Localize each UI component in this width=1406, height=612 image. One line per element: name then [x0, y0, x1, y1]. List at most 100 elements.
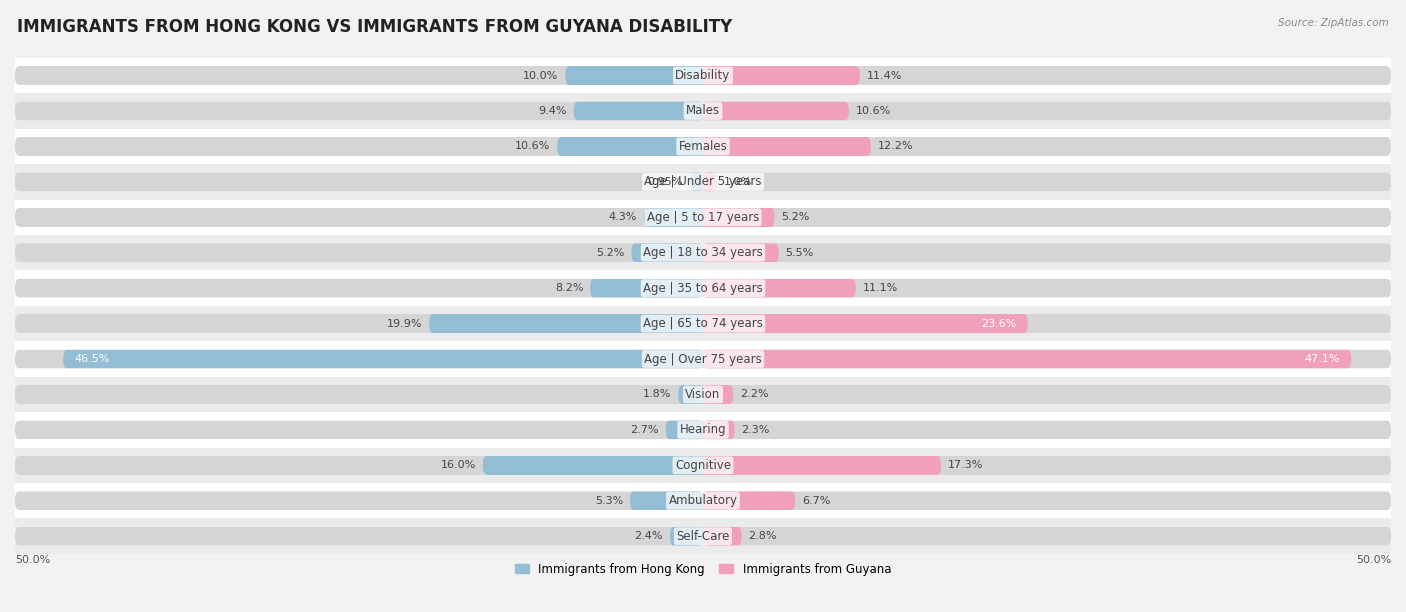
- FancyBboxPatch shape: [703, 279, 852, 297]
- FancyBboxPatch shape: [703, 491, 792, 510]
- Text: 6.7%: 6.7%: [801, 496, 831, 506]
- FancyBboxPatch shape: [18, 385, 707, 404]
- FancyBboxPatch shape: [703, 173, 717, 191]
- FancyBboxPatch shape: [18, 420, 707, 439]
- FancyBboxPatch shape: [0, 164, 1406, 200]
- FancyBboxPatch shape: [703, 244, 779, 262]
- Text: Age | Over 75 years: Age | Over 75 years: [644, 353, 762, 365]
- FancyBboxPatch shape: [703, 208, 770, 226]
- FancyBboxPatch shape: [15, 456, 703, 474]
- FancyBboxPatch shape: [699, 315, 1388, 333]
- Text: Males: Males: [686, 105, 720, 118]
- FancyBboxPatch shape: [0, 377, 1406, 412]
- FancyBboxPatch shape: [0, 518, 1406, 554]
- Text: 47.1%: 47.1%: [1305, 354, 1340, 364]
- FancyBboxPatch shape: [703, 137, 868, 155]
- FancyBboxPatch shape: [593, 279, 703, 297]
- Text: 23.6%: 23.6%: [981, 319, 1017, 329]
- Text: 50.0%: 50.0%: [1355, 554, 1391, 565]
- Text: 17.3%: 17.3%: [948, 460, 983, 471]
- Text: Source: ZipAtlas.com: Source: ZipAtlas.com: [1278, 18, 1389, 28]
- FancyBboxPatch shape: [630, 491, 703, 510]
- Text: 10.6%: 10.6%: [515, 141, 550, 151]
- FancyBboxPatch shape: [557, 137, 703, 155]
- FancyBboxPatch shape: [561, 137, 703, 155]
- Text: Age | 18 to 34 years: Age | 18 to 34 years: [643, 246, 763, 259]
- FancyBboxPatch shape: [574, 102, 703, 120]
- Text: 1.0%: 1.0%: [724, 177, 752, 187]
- FancyBboxPatch shape: [699, 66, 1388, 85]
- FancyBboxPatch shape: [682, 385, 703, 404]
- FancyBboxPatch shape: [703, 385, 1391, 404]
- FancyBboxPatch shape: [678, 385, 703, 404]
- FancyBboxPatch shape: [15, 66, 703, 85]
- FancyBboxPatch shape: [66, 350, 703, 368]
- FancyBboxPatch shape: [18, 208, 707, 226]
- FancyBboxPatch shape: [703, 244, 1391, 262]
- FancyBboxPatch shape: [482, 456, 703, 474]
- FancyBboxPatch shape: [63, 350, 703, 368]
- FancyBboxPatch shape: [18, 137, 707, 155]
- FancyBboxPatch shape: [671, 527, 703, 545]
- FancyBboxPatch shape: [699, 456, 1388, 474]
- FancyBboxPatch shape: [703, 102, 845, 120]
- FancyBboxPatch shape: [565, 66, 703, 85]
- FancyBboxPatch shape: [703, 315, 1024, 333]
- FancyBboxPatch shape: [699, 208, 1388, 226]
- FancyBboxPatch shape: [703, 350, 1391, 368]
- Text: 5.3%: 5.3%: [595, 496, 623, 506]
- FancyBboxPatch shape: [693, 173, 703, 191]
- FancyBboxPatch shape: [703, 102, 1391, 120]
- FancyBboxPatch shape: [15, 102, 703, 120]
- FancyBboxPatch shape: [0, 200, 1406, 235]
- FancyBboxPatch shape: [644, 208, 703, 226]
- FancyBboxPatch shape: [703, 385, 730, 404]
- FancyBboxPatch shape: [699, 420, 1388, 439]
- FancyBboxPatch shape: [703, 491, 796, 510]
- FancyBboxPatch shape: [703, 137, 870, 155]
- Text: Age | 35 to 64 years: Age | 35 to 64 years: [643, 282, 763, 294]
- FancyBboxPatch shape: [703, 208, 775, 226]
- FancyBboxPatch shape: [15, 350, 703, 368]
- FancyBboxPatch shape: [18, 66, 707, 85]
- Text: 5.5%: 5.5%: [786, 248, 814, 258]
- Text: 2.4%: 2.4%: [634, 531, 664, 541]
- FancyBboxPatch shape: [578, 102, 703, 120]
- FancyBboxPatch shape: [18, 456, 707, 474]
- FancyBboxPatch shape: [699, 385, 1388, 404]
- Text: Self-Care: Self-Care: [676, 530, 730, 543]
- Text: 2.2%: 2.2%: [740, 389, 769, 400]
- Text: 9.4%: 9.4%: [538, 106, 567, 116]
- FancyBboxPatch shape: [18, 244, 707, 262]
- FancyBboxPatch shape: [18, 279, 707, 297]
- FancyBboxPatch shape: [703, 102, 849, 120]
- Text: Age | 5 to 17 years: Age | 5 to 17 years: [647, 211, 759, 224]
- FancyBboxPatch shape: [703, 279, 856, 297]
- FancyBboxPatch shape: [703, 456, 941, 474]
- FancyBboxPatch shape: [0, 93, 1406, 129]
- FancyBboxPatch shape: [429, 315, 703, 333]
- FancyBboxPatch shape: [18, 350, 707, 368]
- FancyBboxPatch shape: [699, 137, 1388, 155]
- FancyBboxPatch shape: [703, 420, 735, 439]
- Text: 2.8%: 2.8%: [748, 531, 778, 541]
- FancyBboxPatch shape: [690, 173, 703, 191]
- FancyBboxPatch shape: [703, 385, 734, 404]
- FancyBboxPatch shape: [15, 420, 703, 439]
- FancyBboxPatch shape: [636, 244, 703, 262]
- FancyBboxPatch shape: [703, 315, 1391, 333]
- FancyBboxPatch shape: [18, 527, 707, 545]
- FancyBboxPatch shape: [699, 279, 1388, 297]
- Text: Hearing: Hearing: [679, 424, 727, 436]
- Text: 12.2%: 12.2%: [877, 141, 914, 151]
- FancyBboxPatch shape: [699, 173, 1388, 191]
- Text: 1.8%: 1.8%: [643, 389, 671, 400]
- FancyBboxPatch shape: [569, 66, 703, 85]
- FancyBboxPatch shape: [673, 527, 703, 545]
- FancyBboxPatch shape: [486, 456, 703, 474]
- Text: Cognitive: Cognitive: [675, 459, 731, 472]
- Text: 19.9%: 19.9%: [387, 319, 422, 329]
- FancyBboxPatch shape: [703, 491, 1391, 510]
- Text: Disability: Disability: [675, 69, 731, 82]
- FancyBboxPatch shape: [15, 137, 703, 155]
